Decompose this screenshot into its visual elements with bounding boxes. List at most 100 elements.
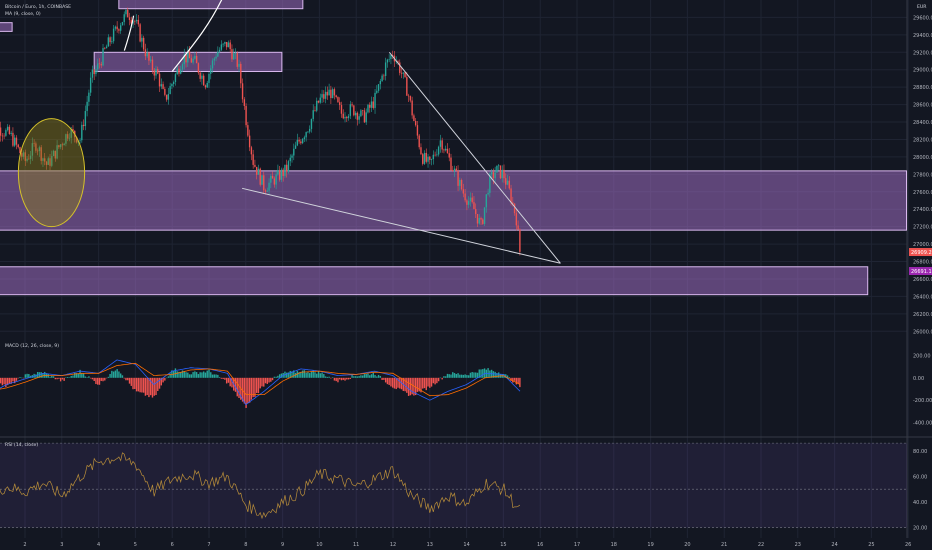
- rsi-indicator-label[interactable]: RSI (14, close): [5, 442, 38, 448]
- macd-hist-bar: [128, 377, 131, 384]
- candle-body: [339, 102, 341, 106]
- macd-hist-bar: [141, 377, 143, 393]
- candle-body: [155, 68, 157, 76]
- macd-hist-bar: [208, 369, 210, 378]
- macd-hist-bar: [109, 373, 111, 378]
- candle-body: [79, 140, 81, 141]
- macd-hist-bar: [406, 377, 408, 393]
- macd-indicator-label[interactable]: MACD (12, 26, close, 9): [5, 343, 59, 349]
- macd-hist-bar: [118, 371, 120, 378]
- macd-hist-bar: [150, 377, 152, 396]
- time-tick-label: 16: [537, 542, 543, 548]
- macd-hist-bar: [310, 371, 313, 378]
- macd-hist-bar: [199, 372, 201, 378]
- macd-hist-bar: [0, 377, 2, 384]
- candle-body: [349, 104, 352, 116]
- macd-hist-bar: [358, 376, 360, 378]
- macd-hist-bar: [211, 374, 214, 378]
- candle-body: [443, 149, 445, 151]
- candle-body: [86, 101, 88, 112]
- candle-body: [379, 81, 382, 85]
- candle-body: [301, 139, 304, 144]
- candle-body: [381, 75, 383, 82]
- candle-body: [346, 117, 348, 119]
- candle-body: [89, 77, 92, 93]
- macd-hist-bar: [383, 377, 385, 380]
- candle-body: [471, 197, 473, 203]
- candle-body: [263, 175, 265, 191]
- macd-hist-bar: [157, 377, 159, 391]
- candle-body: [397, 61, 399, 63]
- candle-body: [58, 145, 60, 148]
- candle-body: [21, 153, 23, 157]
- macd-hist-bar: [360, 375, 362, 378]
- macd-hist-bar: [250, 377, 253, 400]
- macd-hist-bar: [513, 377, 516, 381]
- candle-body: [38, 147, 41, 152]
- candle-body: [448, 153, 450, 158]
- macd-hist-bar: [478, 369, 480, 378]
- macd-hist-bar: [72, 375, 74, 378]
- candle-body: [82, 124, 85, 127]
- candle-body: [340, 105, 343, 114]
- candle-body: [377, 84, 380, 91]
- candle-body: [229, 42, 231, 50]
- candle-body: [321, 94, 323, 98]
- macd-hist-bar: [52, 376, 55, 378]
- candle-body: [270, 175, 272, 183]
- time-tick-label: 17: [574, 542, 580, 548]
- candle-body: [374, 92, 376, 108]
- candle-body: [503, 169, 505, 179]
- candle-body: [44, 158, 46, 162]
- candle-body: [211, 60, 214, 69]
- candle-body: [284, 164, 286, 176]
- macd-hist-bar: [264, 377, 267, 384]
- candle-body: [127, 9, 129, 18]
- macd-hist-bar: [112, 371, 115, 378]
- macd-hist-bar: [54, 377, 57, 380]
- candle-body: [453, 168, 456, 172]
- macd-hist-bar: [139, 377, 141, 393]
- macd-hist-bar: [100, 377, 102, 381]
- candle-body: [291, 155, 293, 158]
- candle-body: [494, 172, 496, 179]
- macd-hist-bar: [416, 377, 419, 392]
- time-tick-label: 3: [60, 542, 63, 548]
- macd-hist-bar: [460, 374, 463, 378]
- candle-body: [436, 154, 438, 156]
- macd-hist-bar: [165, 377, 168, 379]
- candle-body: [0, 127, 2, 136]
- candle-body: [400, 72, 403, 74]
- candle-body: [497, 165, 500, 167]
- macd-hist-bar: [229, 377, 231, 387]
- macd-hist-bar: [88, 376, 90, 378]
- candle-body: [203, 75, 205, 86]
- macd-hist-bar: [162, 377, 164, 383]
- macd-hist-bar: [473, 372, 475, 378]
- candle-body: [63, 143, 65, 146]
- candle-body: [372, 101, 374, 108]
- candle-body: [164, 88, 166, 95]
- macd-hist-bar: [441, 377, 443, 380]
- candle-body: [361, 110, 364, 111]
- macd-hist-bar: [58, 377, 60, 379]
- symbol-title[interactable]: Bitcoin / Euro, 1h, COINBASE: [5, 4, 71, 10]
- macd-hist-bar: [84, 376, 87, 378]
- candle-body: [429, 156, 431, 160]
- candle-body: [489, 174, 491, 193]
- candle-body: [24, 152, 26, 161]
- macd-hist-bar: [190, 374, 193, 378]
- macd-hist-bar: [487, 368, 489, 378]
- candle-body: [180, 69, 182, 74]
- macd-hist-bar: [280, 373, 283, 378]
- candle-body: [236, 53, 238, 67]
- macd-hist-bar: [257, 377, 260, 394]
- price-axis: 29600.00 29400.00 29200.00 29000.00 28800.00…: [909, 15, 932, 532]
- macd-hist-bar: [104, 377, 106, 381]
- macd-hist-bar: [411, 377, 413, 395]
- macd-hist-bar: [448, 374, 450, 378]
- candle-body: [111, 41, 113, 43]
- ma-indicator-label[interactable]: MA (9, close, 0): [5, 11, 41, 17]
- price-tick-label: 28400.00: [913, 120, 932, 126]
